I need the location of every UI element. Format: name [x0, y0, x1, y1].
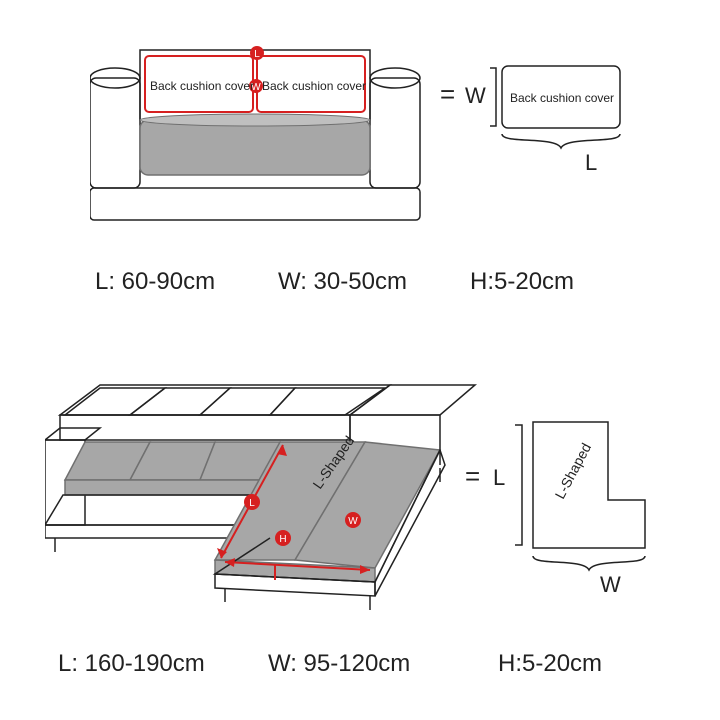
cushion-label-right: Back cushion cover: [262, 79, 366, 93]
equals-2: =: [465, 461, 480, 491]
equals-1: =: [440, 79, 455, 109]
dim-l-2: L: 160-190cm: [58, 650, 205, 678]
callout-w-2: W: [600, 572, 621, 597]
dim-l-1: L: 60-90cm: [95, 268, 215, 296]
marker-l-1: L: [254, 49, 260, 60]
callout-shape-label: L-Shaped: [552, 440, 595, 501]
marker-h-2: H: [279, 534, 286, 545]
dim-h-1: H:5-20cm: [470, 268, 574, 296]
section-back-cushion: L W Back cushion cover Back cushion cove…: [90, 38, 630, 248]
sofa-diagram-1: L W Back cushion cover Back cushion cove…: [90, 38, 630, 248]
section-l-shaped: L W H L-Shaped = L L-Shaped W: [45, 370, 685, 630]
marker-w-2: W: [348, 516, 358, 527]
dim-w-2: W: 95-120cm: [268, 650, 410, 678]
callout-l-2: L: [493, 465, 505, 490]
marker-l-2: L: [249, 498, 255, 509]
dim-w-1: W: 30-50cm: [278, 268, 407, 296]
callout-label-1: Back cushion cover: [510, 91, 614, 105]
sofa-diagram-2: L W H L-Shaped = L L-Shaped W: [45, 370, 685, 630]
callout-w-1: W: [465, 83, 486, 108]
callout-l-1: L: [585, 150, 597, 175]
cushion-label-left: Back cushion cover: [150, 79, 254, 93]
dim-h-2: H:5-20cm: [498, 650, 602, 678]
